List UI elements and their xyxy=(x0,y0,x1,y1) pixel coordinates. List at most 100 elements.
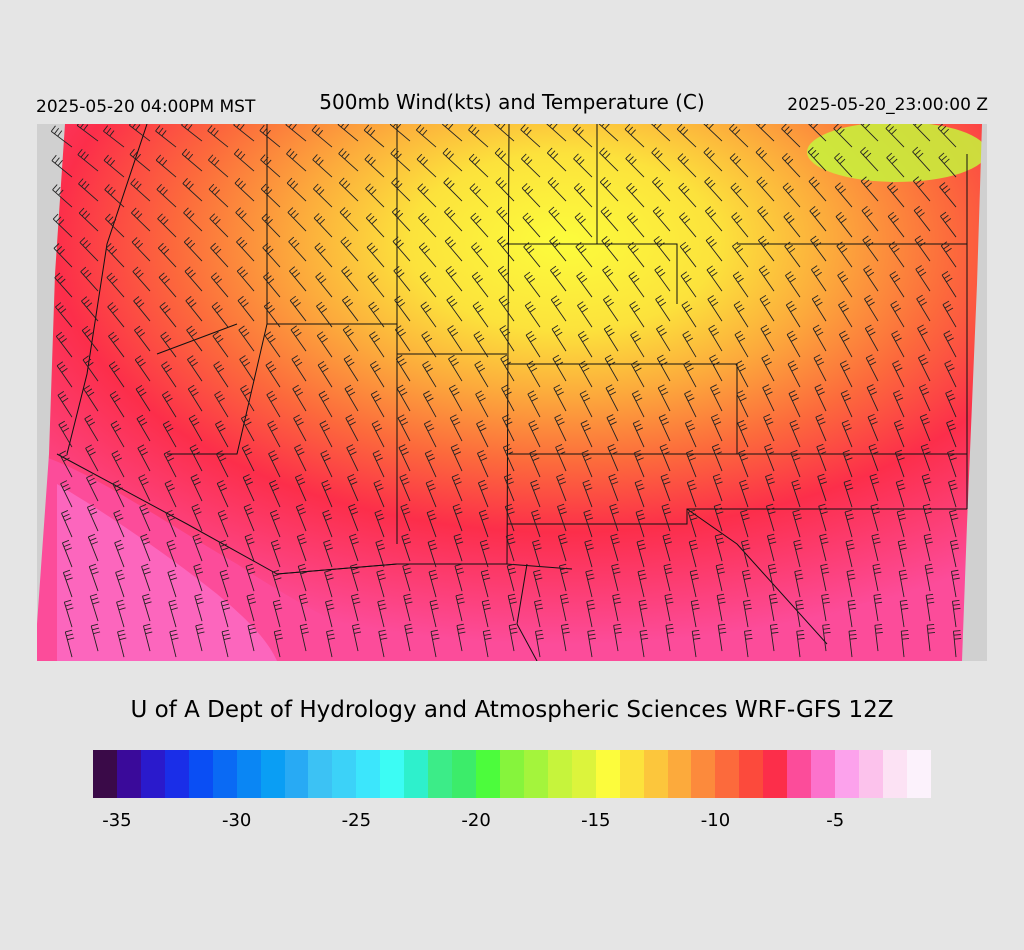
wind-barb-feather xyxy=(346,388,354,393)
wind-barb xyxy=(743,601,749,628)
wind-barb-feather xyxy=(270,483,278,488)
wind-barb-feather xyxy=(425,450,432,454)
wind-barb-feather xyxy=(784,126,790,132)
wind-barb-feather xyxy=(455,593,463,597)
wind-barb-feather xyxy=(873,567,881,570)
wind-barb xyxy=(298,595,307,622)
wind-barb-feather xyxy=(403,593,411,597)
wind-barb-feather xyxy=(550,265,557,271)
wind-barb-feather xyxy=(398,358,405,363)
wind-barb-feather xyxy=(404,623,412,627)
wind-barb-feather xyxy=(240,299,247,305)
wind-barb-feather xyxy=(633,307,641,313)
wind-barb-feather xyxy=(270,453,277,458)
wind-barb-feather xyxy=(510,631,518,634)
wind-barb xyxy=(210,247,229,268)
wind-barb xyxy=(784,245,801,268)
wind-barb-feather xyxy=(342,295,349,301)
wind-barb-feather xyxy=(475,188,481,195)
wind-barb-feather xyxy=(484,637,492,640)
wind-barb xyxy=(236,270,255,292)
wind-barb-feather xyxy=(88,533,96,538)
wind-barb-feather xyxy=(164,308,171,314)
wind-barb-feather xyxy=(560,541,568,545)
wind-barb-feather xyxy=(453,391,460,396)
wind-barb-feather xyxy=(634,423,642,428)
wind-barb xyxy=(494,152,515,172)
wind-barb-feather xyxy=(297,533,305,538)
wind-barb xyxy=(468,129,489,148)
colorbar-swatch xyxy=(906,750,931,798)
wind-barb xyxy=(238,329,255,352)
wind-barb-feather xyxy=(343,355,351,360)
wind-barb-feather xyxy=(107,186,113,193)
wind-barb-feather xyxy=(418,212,424,219)
wind-barb-feather xyxy=(561,623,569,626)
wind-barb xyxy=(271,572,281,598)
wind-barb-feather xyxy=(249,601,256,605)
wind-barb-feather xyxy=(104,184,110,190)
wind-barb-feather xyxy=(267,248,274,254)
wind-barb-feather xyxy=(509,627,517,630)
wind-barb-feather xyxy=(295,361,303,367)
wind-barb-feather xyxy=(323,513,331,517)
wind-barb xyxy=(376,571,385,598)
wind-barb xyxy=(210,276,229,298)
wind-barb-feather xyxy=(893,277,901,283)
wind-barb xyxy=(842,452,853,478)
wind-barb-feather xyxy=(609,503,617,507)
wind-barb-feather xyxy=(292,153,298,160)
wind-barb xyxy=(236,241,255,262)
wind-barb xyxy=(733,304,749,328)
wind-barb xyxy=(522,217,541,238)
wind-barb-feather xyxy=(136,213,143,219)
wind-barb-feather xyxy=(425,308,432,313)
wind-barb-feather xyxy=(895,423,903,428)
wind-barb-feather xyxy=(391,206,398,213)
wind-barb-feather xyxy=(378,577,386,581)
wind-barb-feather xyxy=(457,627,465,630)
wind-barb-feather xyxy=(119,637,127,641)
wind-barb-feather xyxy=(606,242,613,248)
wind-barb-feather xyxy=(376,569,384,573)
wind-barb-feather xyxy=(656,324,663,330)
wind-barb-feather xyxy=(640,633,648,636)
wind-barb-feather xyxy=(223,607,231,611)
wind-barb-feather xyxy=(444,124,449,128)
wind-barb-feather xyxy=(217,480,224,484)
wind-barb-feather xyxy=(841,248,848,253)
wind-barb xyxy=(104,189,125,208)
wind-barb-feather xyxy=(940,125,947,132)
wind-barb-feather xyxy=(630,330,637,336)
wind-barb-feather xyxy=(447,239,454,245)
wind-barb-feather xyxy=(270,509,278,514)
wind-barb-feather xyxy=(212,245,219,252)
wind-barb xyxy=(550,299,567,322)
wind-barb-feather xyxy=(426,453,434,458)
wind-barb-feather xyxy=(243,447,251,452)
wind-barb-feather xyxy=(236,124,241,128)
wind-barb-feather xyxy=(110,219,117,225)
wind-barb-feather xyxy=(635,509,643,513)
wind-barb xyxy=(185,300,203,322)
wind-barb-feather xyxy=(682,244,689,250)
wind-barb-feather xyxy=(582,423,590,428)
wind-barb-feather xyxy=(165,509,173,514)
wind-barb-feather xyxy=(348,503,356,508)
wind-barb-feather xyxy=(189,272,196,278)
wind-barb-feather xyxy=(143,571,151,575)
wind-barbs xyxy=(50,124,962,658)
wind-barb xyxy=(555,447,567,472)
wind-barb-feather xyxy=(949,427,957,431)
wind-barb-feather xyxy=(705,206,712,212)
wind-barb-feather xyxy=(188,414,196,419)
wind-barb xyxy=(819,535,827,562)
wind-barb-feather xyxy=(524,301,532,307)
wind-barb-feather xyxy=(530,367,538,372)
wind-barb-feather xyxy=(769,541,777,545)
wind-barb-feather xyxy=(314,242,321,248)
wind-barb xyxy=(110,424,125,448)
wind-barb-feather xyxy=(169,547,177,551)
wind-barb-feather xyxy=(132,124,136,128)
wind-barb-feather xyxy=(185,180,191,187)
